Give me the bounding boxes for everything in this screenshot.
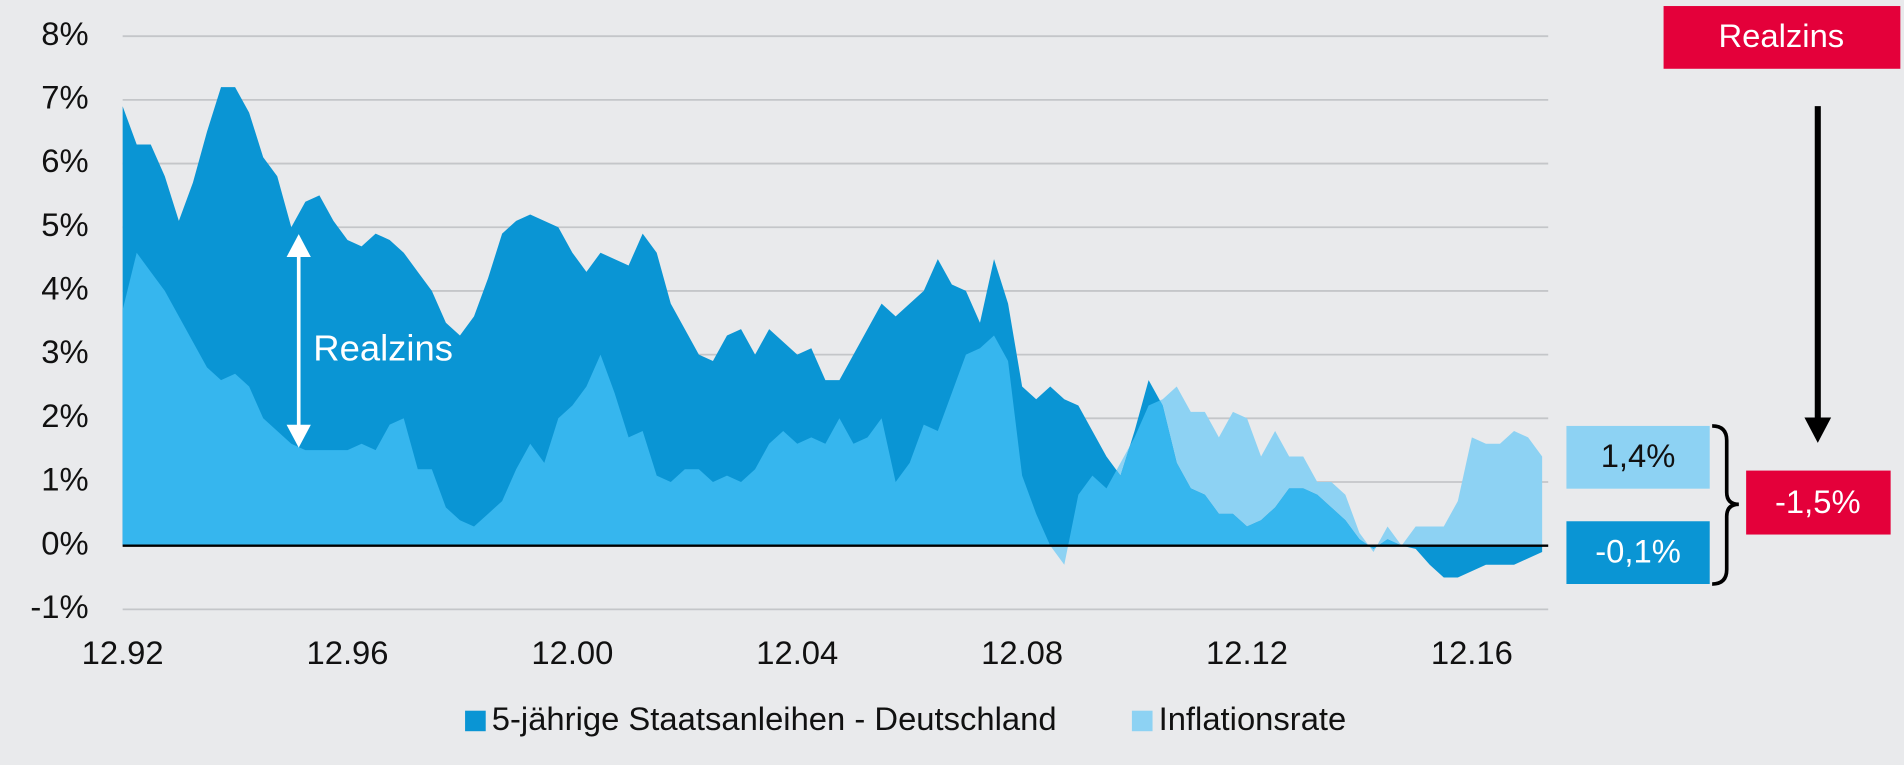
legend-label: Inflationsrate	[1159, 700, 1347, 737]
x-tick-label: 12.08	[981, 634, 1063, 671]
inflation-box-label: 1,4%	[1601, 437, 1676, 474]
arrow-head	[286, 424, 311, 448]
y-tick-label: 5%	[41, 206, 88, 243]
y-tick-label: 1%	[41, 461, 88, 498]
bond-area	[122, 87, 1543, 578]
y-tick-label: 8%	[41, 15, 88, 52]
bond-box	[1566, 521, 1710, 585]
legend: 5-jährige Staatsanleihen - Deutschland In…	[465, 700, 1346, 737]
realzins-label: Realzins	[313, 328, 453, 369]
y-tick-label: 3%	[41, 333, 88, 370]
realzins-box	[1663, 6, 1901, 69]
x-tick-label: 12.16	[1431, 634, 1513, 671]
x-tick-label: 12.92	[82, 634, 164, 671]
arrow-head	[1804, 417, 1832, 443]
arrow-head	[286, 234, 311, 258]
x-tick-label: 12.00	[531, 634, 613, 671]
y-tick-label: 0%	[41, 524, 88, 561]
inflation-box	[1566, 425, 1710, 489]
legend-swatch	[465, 710, 486, 732]
overlap-area	[122, 252, 1543, 565]
y-tick-label: -1%	[30, 588, 88, 625]
realzins-result-label: -1,5%	[1775, 483, 1861, 520]
x-tick-label: 12.04	[756, 634, 838, 671]
y-tick-label: 2%	[41, 397, 88, 434]
brace	[1712, 424, 1739, 586]
realzins-result-box	[1746, 470, 1891, 535]
realzins-box-label: Realzins	[1719, 17, 1845, 54]
x-tick-label: 12.12	[1206, 634, 1288, 671]
plot-area: -1% 0% 1% 2% 3% 4% 5% 6% 7% 8% 12.92 12.96 12.00 12.0…	[30, 15, 1549, 737]
legend-label: 5-jährige Staatsanleihen - Deutschland	[492, 700, 1057, 737]
annotations: Realzins Realzins 1,4% -0,1% -1,5%	[286, 6, 1901, 586]
y-tick-label: 6%	[41, 142, 88, 179]
y-tick-label: 4%	[41, 270, 88, 307]
bond-box-label: -0,1%	[1595, 533, 1681, 570]
legend-swatch	[1131, 710, 1153, 732]
y-tick-label: 7%	[41, 79, 88, 116]
x-tick-label: 12.96	[307, 634, 389, 671]
